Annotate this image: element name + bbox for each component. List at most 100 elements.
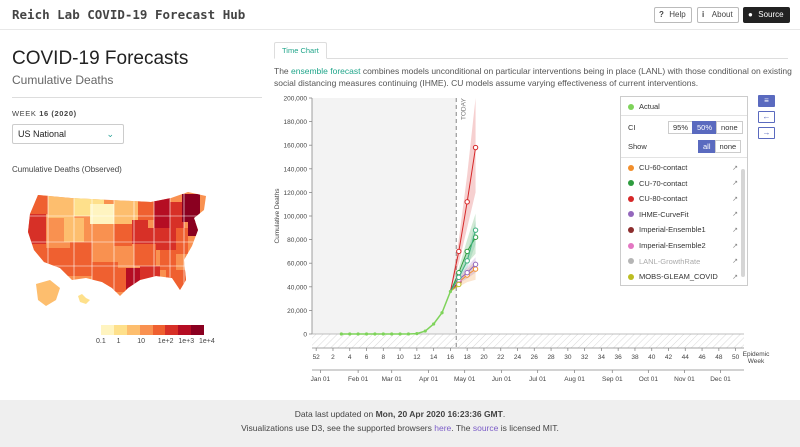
description-text: The — [274, 66, 292, 76]
state-region[interactable] — [160, 250, 176, 270]
state-region[interactable] — [48, 192, 74, 218]
actual-point[interactable] — [415, 332, 419, 336]
external-link-icon[interactable]: ↗ — [732, 242, 738, 250]
model-item[interactable]: IHME-CurveFit ↗ — [628, 210, 738, 219]
show-option[interactable]: all — [698, 140, 716, 153]
actual-point[interactable] — [398, 332, 402, 336]
state-region[interactable] — [132, 220, 148, 244]
state-region[interactable] — [46, 218, 64, 248]
tab-time-chart[interactable]: Time Chart — [274, 42, 327, 59]
model-item[interactable]: Imperial-Ensemble1 ↗ — [628, 225, 738, 234]
week-label: WEEK 16 (2020) — [12, 109, 77, 118]
hawaii-region[interactable] — [78, 294, 90, 304]
state-region[interactable] — [138, 198, 156, 220]
arrow-left-icon[interactable]: ← — [758, 111, 775, 123]
forecast-point[interactable] — [464, 258, 470, 264]
forecast-point[interactable] — [472, 266, 479, 272]
forecast-point[interactable] — [464, 199, 470, 205]
ci-option[interactable]: none — [716, 121, 743, 134]
ensemble-forecast-link[interactable]: ensemble forecast — [291, 66, 361, 76]
state-region[interactable] — [26, 244, 50, 274]
state-region[interactable] — [26, 214, 46, 244]
forecast-point[interactable] — [472, 261, 479, 268]
source-link[interactable]: source — [472, 423, 499, 433]
external-link-icon[interactable]: ↗ — [732, 164, 738, 172]
actual-point[interactable] — [432, 322, 436, 326]
brand-title[interactable]: Reich Lab COVID-19 Forecast Hub — [12, 7, 246, 22]
legend-actual[interactable]: Actual — [628, 102, 660, 111]
month-tick-label: May 01 — [454, 376, 476, 383]
state-region[interactable] — [166, 270, 186, 292]
model-item[interactable]: MOBS-GLEAM_COVID ↗ — [628, 272, 738, 281]
state-region[interactable] — [154, 198, 170, 228]
y-tick-label: 180,000 — [284, 119, 308, 126]
help-button[interactable]: ? Help — [654, 7, 692, 23]
region-select[interactable]: US National ⌄ — [12, 124, 124, 144]
browsers-link[interactable]: here — [434, 423, 452, 433]
external-link-icon[interactable]: ↗ — [732, 273, 738, 281]
state-region[interactable] — [176, 228, 188, 254]
state-region[interactable] — [90, 204, 114, 224]
state-region[interactable] — [134, 244, 156, 266]
state-region[interactable] — [50, 248, 70, 276]
about-label: About — [711, 10, 733, 19]
show-option[interactable]: none — [714, 140, 742, 153]
state-region[interactable] — [140, 266, 160, 282]
state-region[interactable] — [84, 224, 112, 244]
actual-point[interactable] — [423, 329, 427, 333]
legend-divider — [621, 157, 747, 158]
forecast-point[interactable] — [472, 227, 479, 233]
about-button[interactable]: i About — [697, 7, 739, 23]
forecast-point[interactable] — [472, 144, 479, 151]
external-link-icon[interactable]: ↗ — [732, 195, 738, 203]
state-region[interactable] — [170, 202, 184, 228]
source-button[interactable]: ● Source — [743, 7, 790, 23]
forecast-point[interactable] — [464, 269, 470, 276]
forecast-line[interactable] — [449, 230, 477, 292]
external-link-icon[interactable]: ↗ — [732, 258, 738, 266]
forecast-point[interactable] — [456, 248, 462, 255]
state-region[interactable] — [126, 268, 140, 290]
actual-point[interactable] — [364, 332, 369, 336]
actual-point[interactable] — [406, 332, 411, 336]
model-item[interactable]: LANL-GrowthRate ↗ — [628, 257, 738, 266]
state-region[interactable] — [188, 220, 204, 236]
model-item[interactable]: Imperial-Ensemble2 ↗ — [628, 241, 738, 250]
external-link-icon[interactable]: ↗ — [732, 226, 738, 234]
state-region[interactable] — [70, 242, 92, 276]
actual-point[interactable] — [381, 332, 385, 336]
week-tick-label: 6 — [365, 354, 369, 361]
state-region[interactable] — [114, 194, 138, 224]
state-region[interactable] — [114, 224, 132, 246]
ci-option[interactable]: 50% — [692, 121, 718, 134]
external-link-icon[interactable]: ↗ — [732, 180, 738, 188]
model-item[interactable]: CU-60-contact ↗ — [628, 163, 738, 172]
color-scale-swatch — [126, 325, 140, 335]
time-chart[interactable]: 0 20,000 40,000 60,000 80,000 100,000 120,000 1… — [270, 90, 790, 390]
legend-scrollbar[interactable] — [741, 169, 745, 277]
state-region[interactable] — [182, 194, 200, 222]
alaska-region[interactable] — [36, 280, 60, 306]
forecast-point[interactable] — [456, 274, 462, 281]
model-color-dot-icon — [628, 195, 634, 202]
forecast-point[interactable] — [464, 248, 470, 255]
actual-point[interactable] — [348, 332, 352, 336]
us-choropleth-map[interactable] — [16, 180, 216, 310]
state-region[interactable] — [92, 244, 118, 262]
forecast-point[interactable] — [456, 281, 462, 288]
external-link-icon[interactable]: ↗ — [732, 211, 738, 219]
actual-point[interactable] — [390, 332, 394, 336]
forecast-line[interactable] — [449, 147, 477, 292]
arrow-right-icon[interactable]: → — [758, 127, 775, 139]
state-region[interactable] — [118, 246, 134, 268]
actual-point[interactable] — [339, 332, 343, 336]
menu-icon[interactable]: ≡ — [758, 95, 775, 107]
model-item[interactable]: CU-80-contact ↗ — [628, 194, 738, 203]
actual-point[interactable] — [448, 289, 453, 294]
actual-point[interactable] — [373, 332, 377, 336]
model-item[interactable]: CU-70-contact ↗ — [628, 179, 738, 188]
state-region[interactable] — [26, 190, 48, 214]
actual-point[interactable] — [440, 311, 444, 315]
ci-option[interactable]: 95% — [668, 121, 694, 134]
actual-point[interactable] — [356, 332, 360, 336]
